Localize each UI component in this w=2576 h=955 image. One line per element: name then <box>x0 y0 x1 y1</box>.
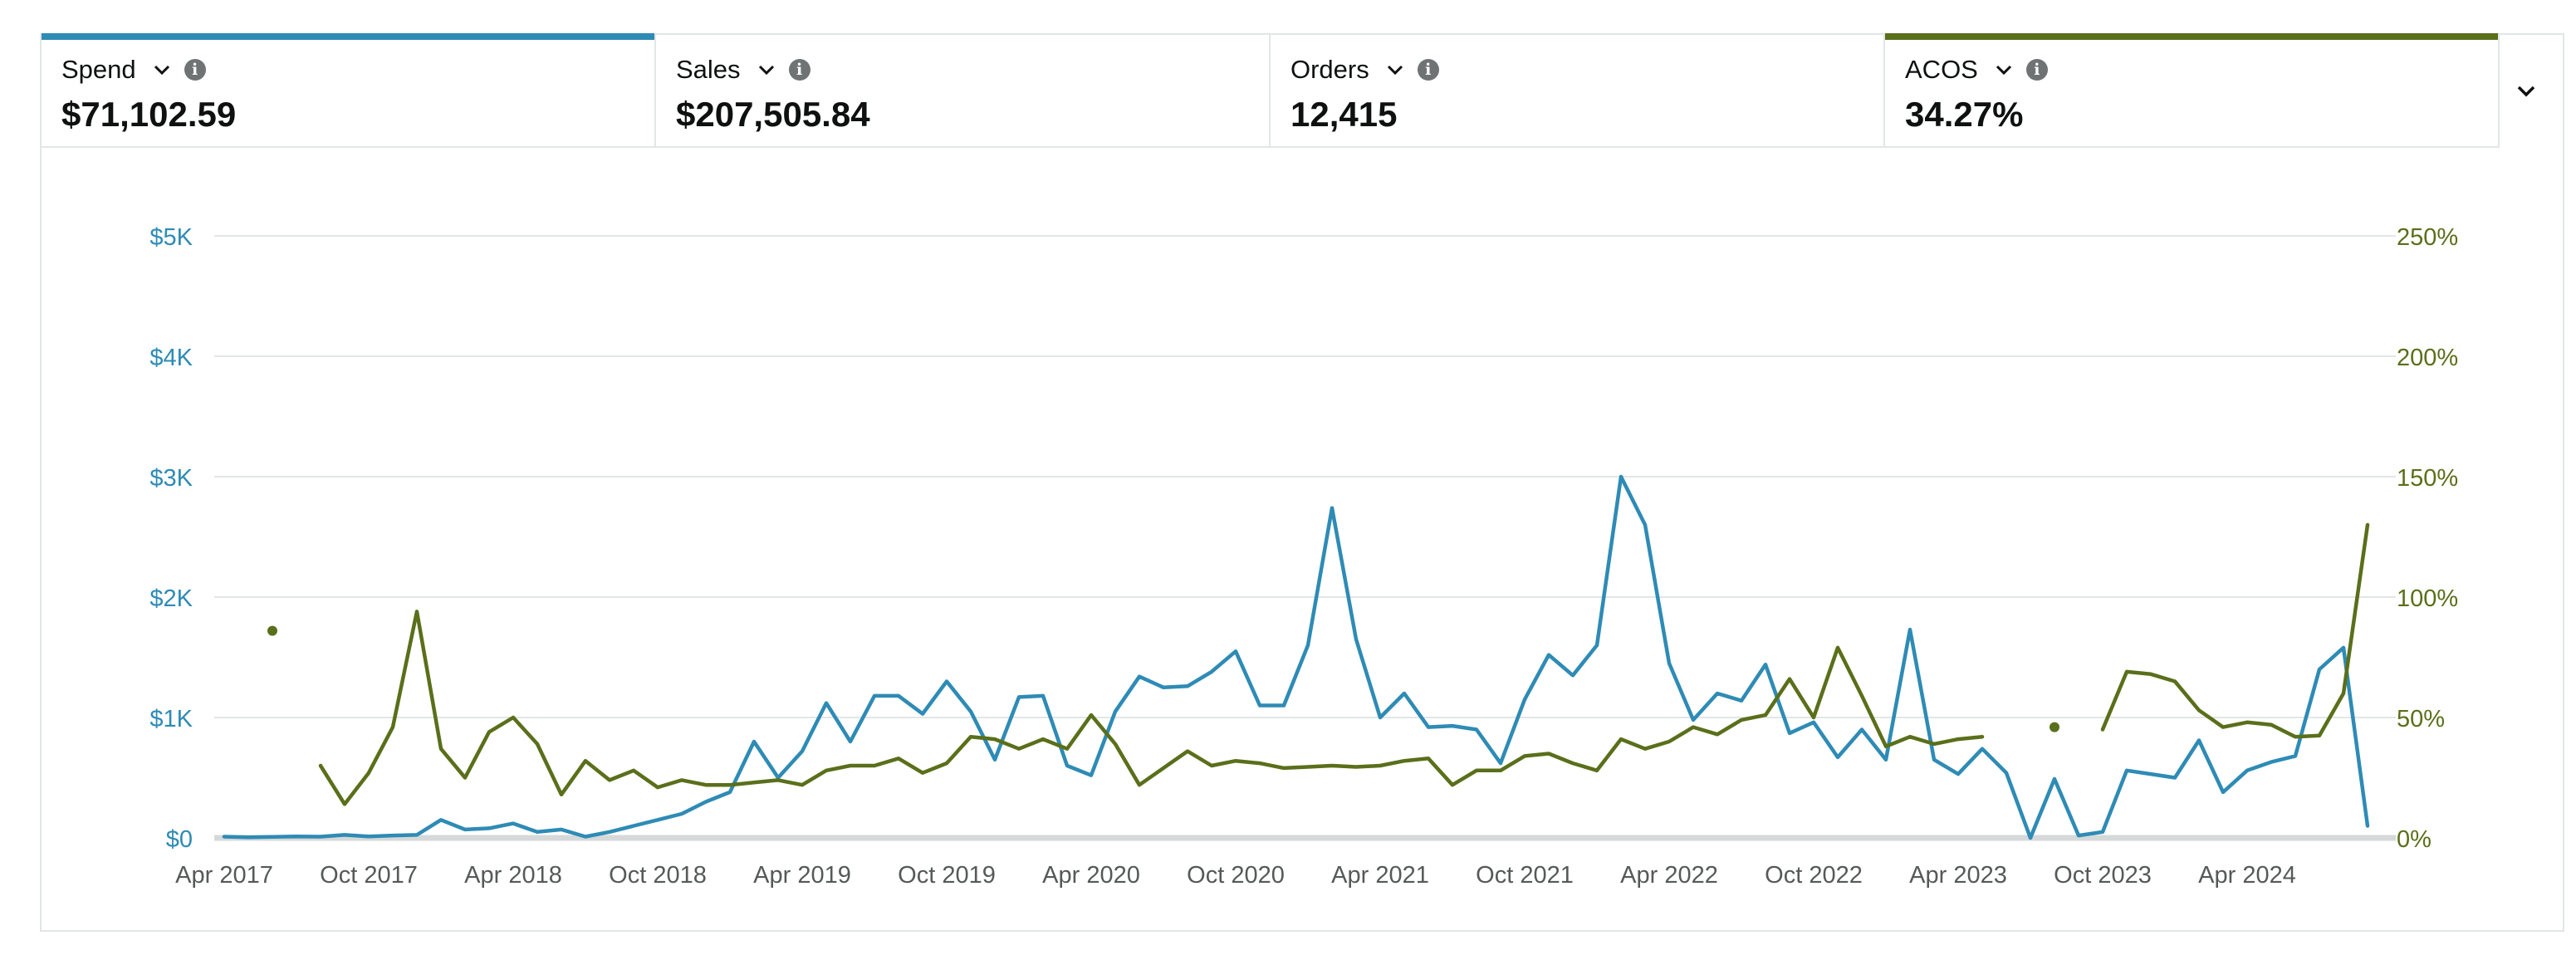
y-right-tick-label: 100% <box>2397 585 2458 612</box>
x-tick-label: Apr 2022 <box>1620 862 1718 889</box>
y-left-tick-label: $1K <box>149 706 193 732</box>
info-icon[interactable]: i <box>2025 59 2048 81</box>
metric-tile-sales[interactable]: Sales i $207,505.84 <box>656 35 1271 148</box>
chart-panel: Spend i $71,102.59 Sales i $207,505.84 O… <box>40 33 2564 932</box>
series-spend-line <box>222 474 2370 840</box>
x-tick-label: Oct 2017 <box>320 862 418 889</box>
series-acos-line <box>2100 522 2370 739</box>
chevron-down-icon[interactable] <box>756 59 777 81</box>
y-left-tick-label: $4K <box>149 345 193 371</box>
series-acos-point <box>2050 722 2059 732</box>
x-tick-label: Apr 2019 <box>753 862 851 889</box>
info-icon[interactable]: i <box>184 59 206 81</box>
metric-tile-acos[interactable]: ACOS i 34.27% <box>1885 33 2500 148</box>
x-tick-label: Apr 2021 <box>1331 862 1429 889</box>
y-right-tick-label: 0% <box>2397 826 2432 853</box>
metric-value: $71,102.59 <box>61 95 237 134</box>
x-tick-label: Apr 2023 <box>1909 862 2007 889</box>
chevron-down-icon[interactable] <box>151 59 173 81</box>
metric-label: Sales <box>676 55 741 84</box>
y-left-tick-label: $5K <box>149 224 193 251</box>
x-tick-label: Apr 2020 <box>1042 862 1140 889</box>
y-right-tick-label: 200% <box>2397 345 2458 371</box>
metric-value: 12,415 <box>1290 95 1398 134</box>
chevron-down-icon[interactable] <box>1993 59 2015 81</box>
metric-tiles: Spend i $71,102.59 Sales i $207,505.84 O… <box>42 33 2500 148</box>
y-right-tick-label: 50% <box>2397 706 2445 732</box>
x-tick-label: Apr 2018 <box>464 862 562 889</box>
metric-tile-spend[interactable]: Spend i $71,102.59 <box>42 33 656 148</box>
metric-value: $207,505.84 <box>676 95 870 134</box>
metric-label: Spend <box>61 55 136 84</box>
x-tick-label: Oct 2020 <box>1187 862 1285 889</box>
x-tick-label: Oct 2021 <box>1476 862 1574 889</box>
expand-chevron-icon[interactable] <box>2511 76 2541 106</box>
metric-tile-orders[interactable]: Orders i 12,415 <box>1271 35 1885 148</box>
series-acos-line <box>318 610 1985 806</box>
y-left-tick-label: $0 <box>166 826 193 853</box>
metric-tile-acos-accent <box>1885 33 2498 40</box>
y-right-tick-label: 150% <box>2397 465 2458 492</box>
metric-label: ACOS <box>1905 55 1978 84</box>
info-icon[interactable]: i <box>1417 59 1439 81</box>
metric-tile-spend-accent <box>42 33 654 40</box>
chevron-down-icon[interactable] <box>1384 59 1406 81</box>
x-tick-label: Oct 2023 <box>2054 862 2152 889</box>
x-tick-label: Oct 2019 <box>898 862 996 889</box>
y-right-tick-label: 250% <box>2397 224 2458 251</box>
metric-value: 34.27% <box>1905 95 2024 134</box>
metric-label: Orders <box>1290 55 1369 84</box>
series-acos-point <box>267 625 277 636</box>
y-left-tick-label: $3K <box>149 465 193 492</box>
x-tick-label: Apr 2017 <box>175 862 273 889</box>
x-tick-label: Apr 2024 <box>2198 862 2296 889</box>
x-tick-label: Oct 2022 <box>1765 862 1863 889</box>
y-left-tick-label: $2K <box>149 585 193 612</box>
info-icon[interactable]: i <box>788 59 811 81</box>
x-tick-label: Oct 2018 <box>609 862 707 889</box>
